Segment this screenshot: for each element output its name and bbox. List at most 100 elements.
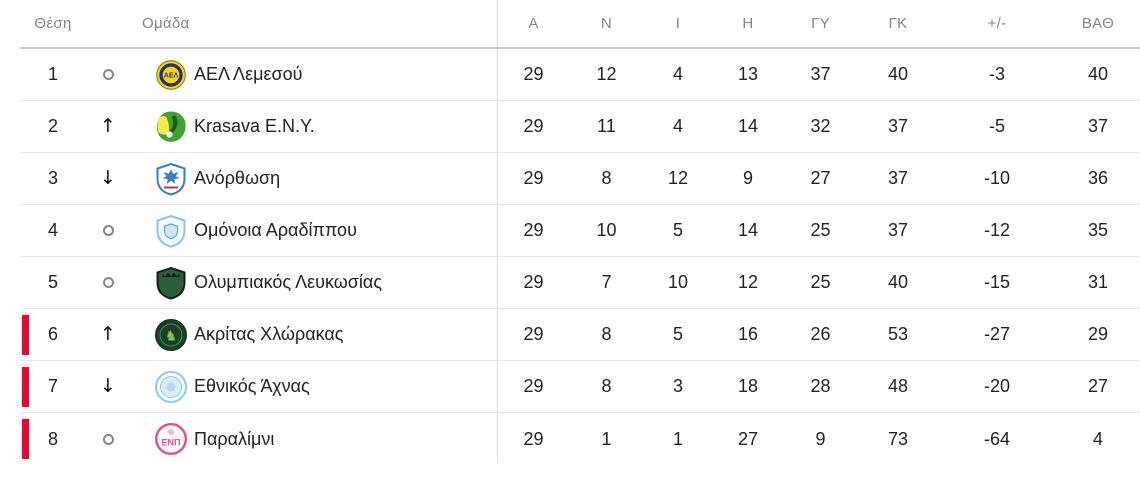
team-name[interactable]: Ομόνοια Αραδίππου: [194, 220, 357, 240]
stat-value: 25: [810, 272, 831, 292]
movement-cell: [86, 277, 130, 288]
stat-value: 29: [523, 428, 544, 449]
movement-none-icon: [102, 69, 114, 80]
stat-value: 28: [810, 376, 831, 396]
svg-text:ΑΕΛ: ΑΕΛ: [164, 72, 179, 79]
stat-value: 16: [737, 324, 759, 344]
stat-value: 13: [737, 64, 759, 84]
anorthosis-crest: [154, 162, 194, 196]
stat-value: 12: [667, 168, 689, 188]
stat-value: 4: [672, 116, 683, 136]
table-header-row: Θέση Ομάδα Α Ν Ι Η ΓΥ ΓΚ +/- ΒΑΘ: [20, 0, 1140, 49]
stat-value: 7: [601, 272, 612, 292]
stat-column-header: +/-: [987, 15, 1007, 32]
stat-value: 25: [810, 220, 831, 240]
stat-value: 53: [887, 324, 909, 344]
team-name[interactable]: Krasava E.N.Y.: [194, 116, 315, 136]
stat-value: -20: [983, 376, 1010, 396]
team-name[interactable]: Παραλίμνι: [194, 428, 275, 449]
svg-text:ΕΝΠ: ΕΝΠ: [161, 438, 180, 448]
relegation-indicator: [22, 419, 29, 459]
stat-value: 26: [810, 324, 831, 344]
table-row[interactable]: 2 ↑ Krasava E.N.Y. 29 11 4 14 32 37 -5 37: [20, 101, 1140, 153]
stat-value: 11: [597, 116, 616, 136]
movement-up-icon: ↑: [100, 115, 116, 137]
movement-up-icon: ↑: [100, 323, 116, 345]
stat-value: 48: [887, 376, 909, 396]
stat-value: 27: [1087, 376, 1109, 396]
stat-value: 73: [887, 428, 909, 449]
stat-column-header: Ι: [675, 15, 681, 32]
ael-lemesou-crest: ΑΕΛ: [154, 58, 194, 92]
stat-value: 29: [523, 272, 544, 292]
position-column-header: Θέση: [34, 15, 72, 32]
movement-cell: ↑: [86, 325, 130, 344]
stat-column-header: ΒΑΘ: [1081, 15, 1115, 32]
movement-none-icon: [102, 433, 114, 445]
paralimni-crest: ΕΝΠ: [154, 422, 194, 456]
stat-value: 29: [523, 220, 544, 240]
table-row[interactable]: 8 ΕΝΠ Παραλίμνι 29 1 1 27 9 73 -64 4: [20, 413, 1140, 465]
stat-value: 37: [887, 220, 909, 240]
stat-value: 40: [887, 272, 909, 292]
position-number: 4: [47, 220, 58, 240]
stat-value: -64: [983, 428, 1010, 449]
stat-value: 37: [887, 116, 909, 136]
stat-value: -10: [983, 168, 1010, 188]
stat-value: 37: [1087, 116, 1109, 136]
stat-value: 5: [672, 220, 683, 240]
team-name[interactable]: Εθνικός Άχνας: [194, 376, 310, 396]
movement-cell: ↓: [86, 377, 130, 396]
stat-value: 29: [523, 376, 544, 396]
stat-column-header: Ν: [600, 15, 613, 32]
team-name[interactable]: ΑΕΛ Λεμεσού: [194, 64, 303, 84]
stat-value: 4: [1092, 428, 1103, 449]
position-number: 1: [47, 64, 58, 84]
team-name[interactable]: Ολυμπιακός Λευκωσίας: [194, 272, 382, 292]
position-number: 3: [47, 168, 58, 188]
position-number: 2: [47, 116, 58, 136]
table-row[interactable]: 3 ↓ Ανόρθωση 29 8 12 9 27 37 -10 36: [20, 153, 1140, 205]
stat-value: 29: [523, 168, 544, 188]
stat-value: 35: [1087, 220, 1109, 240]
standings-grid: Θέση Ομάδα Α Ν Ι Η ΓΥ ΓΚ +/- ΒΑΘ 1 ΑΕΛ ΑΕΛ Λεμεσ…: [20, 0, 1140, 465]
team-name[interactable]: Ανόρθωση: [194, 168, 281, 188]
movement-cell: ↑: [86, 117, 130, 136]
movement-cell: [86, 225, 130, 236]
stat-column-header: ΓΚ: [888, 15, 908, 32]
stat-value: 9: [742, 168, 753, 188]
akritas-chlorakas-crest: ♞: [154, 318, 194, 352]
svg-text:♞: ♞: [165, 328, 178, 344]
stat-value: 14: [737, 116, 759, 136]
movement-none-icon: [102, 277, 114, 288]
table-row[interactable]: 4 Ομόνοια Αραδίππου 29 10 5 14 25 37 -12 35: [20, 205, 1140, 257]
stat-value: 3: [672, 376, 683, 396]
position-number: 7: [47, 376, 58, 396]
stat-value: 29: [523, 64, 544, 84]
table-row[interactable]: 7 ↓ Εθνικός Άχνας 29 8 3 18 28 48 -20 27: [20, 361, 1140, 413]
stat-column-header: ΓΥ: [811, 15, 830, 32]
olympiakos-lefkosias-crest: [154, 266, 194, 300]
stat-value: -27: [983, 324, 1010, 344]
stat-value: -15: [983, 272, 1010, 292]
ethnikos-achnas-crest: [154, 370, 194, 404]
movement-cell: ↓: [86, 169, 130, 188]
stat-value: 8: [601, 168, 612, 188]
relegation-indicator: [22, 315, 29, 355]
table-row[interactable]: 5 Ολυμπιακός Λευκωσίας 29 7 10 12 25 40 -15 31: [20, 257, 1140, 309]
stat-value: 27: [737, 428, 759, 449]
table-row[interactable]: 1 ΑΕΛ ΑΕΛ Λεμεσού 29 12 4 13 37 40 -3 40: [20, 49, 1140, 101]
movement-none-icon: [102, 225, 114, 236]
stat-value: 40: [887, 64, 909, 84]
relegation-indicator: [22, 367, 29, 407]
krasava-eny-crest: [154, 110, 194, 144]
movement-cell: [86, 69, 130, 80]
table-row[interactable]: 6 ↑ ♞ Ακρίτας Χλώρακας 29 8 5 16 26 53 -27 29: [20, 309, 1140, 361]
team-name[interactable]: Ακρίτας Χλώρακας: [194, 324, 344, 344]
stat-value: 37: [810, 64, 831, 84]
stat-value: 5: [672, 324, 683, 344]
position-number: 6: [47, 324, 58, 344]
stat-value: 8: [601, 324, 612, 344]
stat-value: -3: [988, 64, 1005, 84]
